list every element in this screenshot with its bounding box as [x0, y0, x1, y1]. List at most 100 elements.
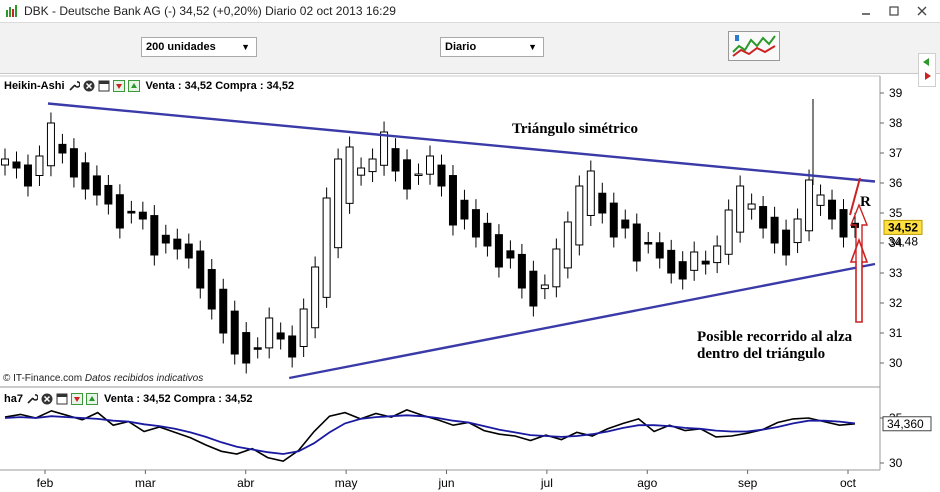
candle-down — [644, 242, 653, 245]
candle-up — [46, 122, 55, 167]
trendline-lower — [288, 262, 876, 380]
candle-up — [563, 221, 572, 269]
minimize-button[interactable] — [852, 3, 880, 19]
last-price-label: 34,52 — [888, 220, 918, 234]
candle-down — [667, 249, 676, 274]
lower-panel-header: ha7 Venta : 34,52 Compra : 34,52 — [4, 391, 253, 407]
x-tick-label: oct — [840, 476, 857, 490]
maximize-panel-icon[interactable] — [98, 80, 110, 92]
period-select[interactable]: Diario ▼ — [440, 37, 544, 57]
candle-down — [471, 209, 480, 238]
move-down-icon[interactable] — [112, 80, 125, 92]
candle-down — [483, 222, 492, 247]
close-button[interactable] — [908, 3, 936, 19]
candle-down — [678, 261, 687, 280]
candle-up — [368, 158, 377, 173]
wrench-icon[interactable] — [26, 393, 38, 405]
y-tick-label: 36 — [889, 176, 903, 190]
candle-up — [357, 167, 366, 176]
move-down-icon[interactable] — [70, 393, 83, 405]
candle-down — [828, 199, 837, 220]
candle-down — [437, 164, 446, 187]
candle-up — [322, 197, 331, 298]
candle-down — [276, 332, 285, 340]
candle-up — [690, 251, 699, 271]
indicator-name: Heikin-Ashi — [4, 80, 65, 92]
remove-icon[interactable] — [83, 80, 95, 92]
y-tick-label: 30 — [889, 356, 903, 370]
candle-down — [230, 310, 239, 355]
maximize-panel-icon[interactable] — [56, 393, 68, 405]
candle-down — [58, 143, 67, 154]
candle-down — [196, 250, 205, 289]
candle-down — [150, 215, 159, 256]
candle-down — [448, 175, 457, 226]
period-select-value: Diario — [445, 41, 477, 53]
window-title: DBK - Deutsche Bank AG (-) 34,52 (+0,20%… — [24, 4, 396, 18]
wrench-icon[interactable] — [68, 80, 80, 92]
candle-down — [403, 159, 412, 190]
maximize-icon — [889, 6, 899, 16]
candle-up — [334, 158, 343, 249]
candlestick-series — [1, 99, 859, 374]
window-titlebar: DBK - Deutsche Bank AG (-) 34,52 (+0,20%… — [0, 0, 940, 23]
candle-down — [23, 164, 32, 187]
pattern-label: Triángulo simétrico — [512, 121, 638, 137]
candle-down — [506, 250, 515, 259]
main-quote: Venta : 34,52 Compra : 34,52 — [145, 80, 295, 92]
move-up-icon[interactable] — [127, 80, 140, 92]
maximize-button[interactable] — [880, 3, 908, 19]
candle-up — [540, 284, 549, 290]
x-tick-label: jul — [540, 476, 553, 490]
y-tick-label: 31 — [889, 326, 903, 340]
candle-down — [517, 253, 526, 289]
data-credit: © IT-Finance.com Datos recibidos indicat… — [3, 373, 203, 384]
chevron-down-icon: ▼ — [528, 42, 537, 52]
lower-panel-series: 353034,360 — [4, 409, 932, 470]
close-icon — [917, 6, 927, 16]
candle-down — [219, 288, 228, 334]
y-tick-label: 32 — [889, 296, 903, 310]
candle-up — [414, 173, 423, 176]
resistance-mark — [849, 177, 861, 216]
candle-down — [81, 162, 90, 190]
candle-down — [782, 229, 791, 256]
candle-down — [207, 269, 216, 310]
candle-down — [288, 335, 297, 358]
candle-down — [655, 242, 664, 259]
candle-up — [747, 203, 756, 210]
candle-down — [69, 148, 78, 178]
candle-up — [586, 170, 595, 216]
arrows-icon — [923, 58, 931, 80]
remove-icon[interactable] — [41, 393, 53, 405]
lower-y-tick-label: 30 — [889, 456, 903, 470]
x-tick-label: mar — [135, 476, 156, 490]
up-arrow-icon — [849, 237, 869, 323]
candle-down — [609, 202, 618, 238]
minimize-icon — [862, 13, 870, 15]
side-panel-toggle[interactable] — [918, 53, 936, 87]
candle-up — [380, 131, 389, 166]
candle-down — [391, 148, 400, 172]
candle-up — [265, 317, 274, 349]
move-up-icon[interactable] — [85, 393, 98, 405]
chart-tools-button[interactable] — [728, 31, 780, 61]
units-select[interactable]: 200 unidades ▼ — [141, 37, 257, 57]
candle-down — [701, 260, 710, 265]
units-select-value: 200 unidades — [146, 41, 216, 53]
candle-down — [127, 210, 136, 214]
toolbar: 200 unidades ▼ Diario ▼ — [0, 23, 940, 87]
x-tick-label: ago — [637, 476, 657, 490]
candle-down — [92, 175, 101, 196]
candle-up — [426, 155, 434, 175]
candle-down — [598, 192, 607, 214]
candle-up — [299, 308, 308, 347]
candle-down — [12, 161, 21, 169]
candle-up — [35, 155, 44, 176]
candle-down — [161, 234, 170, 244]
target-label-line1: Posible recorrido al alza — [697, 329, 853, 345]
candle-down — [184, 243, 193, 259]
credit-source: © IT-Finance.com — [3, 373, 83, 384]
